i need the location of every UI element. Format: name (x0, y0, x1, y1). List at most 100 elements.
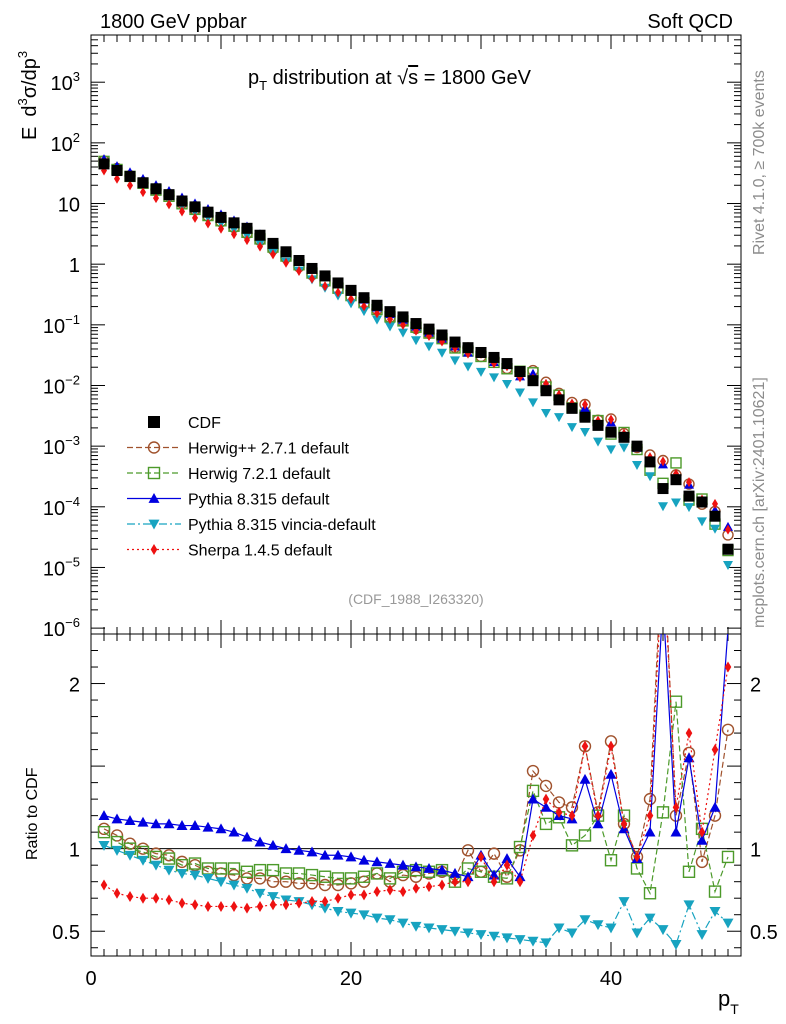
ratio-point-pythia (150, 818, 162, 829)
ratio-point-herwigpp (409, 870, 423, 883)
ratio-point-pythia (449, 867, 461, 878)
ratio-point-herwig7 (656, 806, 670, 819)
main-point-vincia (697, 517, 707, 527)
cdf-data-point (163, 189, 175, 201)
legend-label-herwigpp: Herwig++ 2.7.1 default (188, 441, 350, 458)
ratio-point-sherpa (490, 876, 498, 888)
cdf-data-point (98, 158, 110, 170)
ratio-point-herwig7 (97, 825, 111, 839)
cdf-data-point (267, 237, 279, 249)
header-right: Soft QCD (647, 11, 733, 33)
y-axis-label: Ed3σ/dp3 (15, 51, 41, 140)
main-point-vincia (359, 307, 369, 317)
legend-marker-pythia (148, 493, 160, 503)
cdf-data-point (488, 351, 500, 363)
ratio-tick-label-right: 1 (750, 840, 761, 862)
ratio-point-vincia (319, 903, 331, 914)
ratio-point-sherpa (113, 887, 121, 899)
main-point-sherpa (348, 294, 354, 305)
ratio-point-vincia (384, 915, 396, 926)
ratio-point-pythia (319, 849, 331, 860)
ratio-point-herwig7 (266, 863, 280, 877)
ratio-point-vincia (683, 900, 695, 911)
y-tick-base: 10 (43, 316, 65, 338)
main-point-sherpa (166, 199, 172, 210)
ratio-point-vincia (553, 923, 565, 934)
ratio-point-herwigpp (526, 764, 540, 778)
x-tick-label: 0 (85, 968, 96, 990)
y-tick-base: 10 (43, 558, 65, 580)
ratio-point-vincia (631, 928, 643, 939)
cdf-data-point (332, 277, 344, 289)
ratio-plot-frame (90, 633, 742, 957)
ratio-tick-label-left: 1 (69, 840, 80, 862)
ratio-point-sherpa (126, 891, 134, 903)
header-left: 1800 GeV ppbar (100, 11, 247, 33)
ratio-series-layer (97, 634, 735, 950)
main-point-herwig7 (670, 457, 682, 469)
side-label-mcplots: mcplots.cern.ch [arXiv:2401.10621] (751, 377, 768, 628)
ratio-point-sherpa (165, 894, 173, 906)
ratio-point-herwig7 (708, 885, 722, 898)
ratio-point-sherpa (581, 740, 589, 752)
ratio-point-pythia (514, 871, 526, 882)
y-tick-exponent: −4 (65, 494, 80, 509)
ratio-point-sherpa (672, 801, 680, 813)
y-tick-exponent: −2 (65, 372, 80, 387)
cdf-data-point (657, 483, 669, 495)
ratio-tick-label-right: 2 (750, 675, 761, 697)
ratio-point-herwig7 (682, 865, 696, 878)
main-point-vincia (580, 428, 590, 438)
ratio-point-sherpa (321, 896, 329, 908)
ratio-point-herwig7 (279, 867, 293, 880)
cdf-data-point (358, 292, 370, 304)
ratio-point-vincia (436, 925, 448, 936)
cdf-data-point (683, 490, 695, 502)
ratio-point-vincia (592, 920, 604, 931)
main-point-vincia (515, 388, 525, 398)
ratio-point-pythia (358, 854, 370, 865)
y-tick-base: 10 (51, 73, 73, 95)
title-prefix: p (248, 67, 259, 89)
main-point-sherpa (582, 399, 588, 410)
ratio-point-pythia (683, 752, 695, 763)
plot-title: pT distribution at √s = 1800 GeV (248, 67, 532, 93)
ratio-point-sherpa (412, 882, 420, 894)
ratio-point-pythia (579, 773, 591, 784)
y-tick-base: 10 (43, 376, 65, 398)
ratio-point-herwigpp (487, 847, 501, 860)
main-point-vincia (411, 336, 421, 346)
cdf-data-point (410, 318, 422, 330)
cdf-data-point (241, 222, 253, 234)
cdf-data-point (202, 206, 214, 218)
ratio-point-herwigpp (292, 877, 306, 890)
y-tick-label: 10−4 (43, 494, 80, 520)
ratio-point-herwig7 (383, 872, 397, 885)
main-point-sherpa (179, 206, 185, 217)
ratio-tick-label-left: 2 (69, 675, 80, 697)
ratio-point-herwigpp (227, 868, 241, 882)
main-point-sherpa (127, 180, 133, 191)
ratio-point-sherpa (438, 879, 446, 891)
ratio-point-herwigpp (695, 855, 709, 869)
ratio-point-herwig7 (305, 868, 319, 882)
ratio-point-pythia (670, 826, 682, 837)
ratio-point-herwig7 (331, 872, 345, 885)
ratio-point-sherpa (269, 899, 277, 911)
ratio-tick-label-left: 0.5 (52, 922, 80, 944)
title-suffix: = 1800 GeV (418, 67, 532, 89)
main-point-sherpa (322, 281, 328, 292)
ratio-point-herwigpp (643, 792, 657, 806)
main-point-sherpa (153, 193, 159, 204)
main-point-sherpa (296, 266, 302, 277)
ratio-point-pythia (137, 816, 149, 827)
y-tick-label: 102 (51, 130, 80, 156)
ratio-point-pythia (540, 801, 552, 812)
main-point-vincia (593, 437, 603, 447)
ratio-point-vincia (267, 892, 279, 903)
cdf-data-point (618, 431, 630, 443)
ratio-point-herwig7 (474, 865, 488, 878)
ratio-point-sherpa (178, 897, 186, 909)
ratio-point-pythia (397, 859, 409, 870)
ratio-point-herwigpp (279, 875, 293, 888)
